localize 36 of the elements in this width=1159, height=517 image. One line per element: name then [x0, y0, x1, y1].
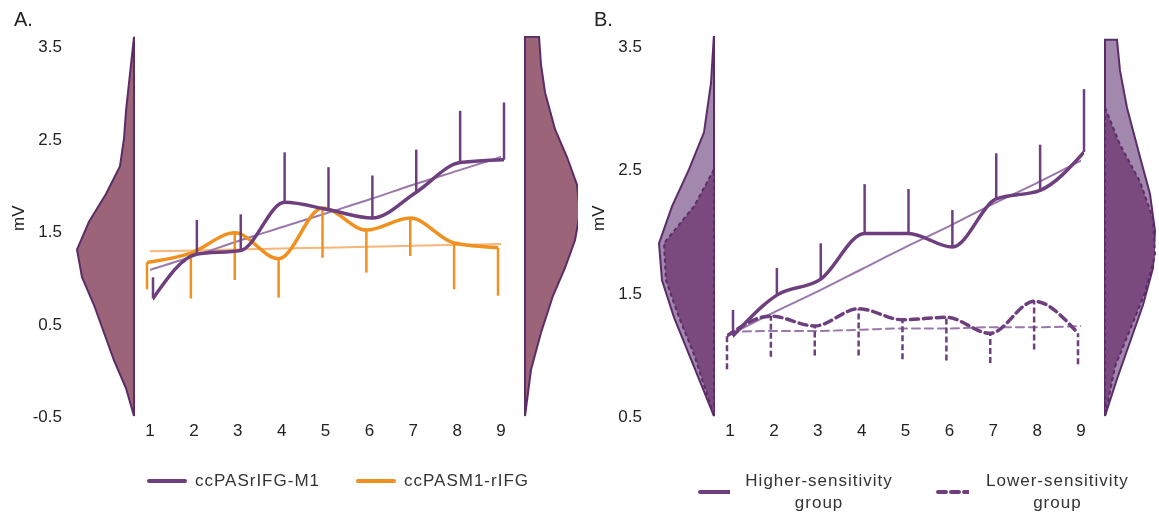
x-tick-label: 3 [233, 421, 243, 441]
x-tick-label: 8 [1032, 421, 1042, 441]
x-tick-label: 3 [813, 421, 823, 441]
x-tick-label: 4 [276, 421, 287, 441]
chart-title: B. [593, 8, 614, 32]
x-tick-label: 5 [320, 421, 331, 441]
y-axis-title: mV [9, 204, 29, 231]
x-tick-label: 5 [900, 421, 911, 441]
x-tick-label: 7 [988, 421, 998, 441]
x-tick-label: 9 [496, 421, 506, 441]
x-tick-label: 6 [364, 421, 375, 441]
chart-title: A. [13, 8, 34, 32]
x-tick-label: 7 [408, 421, 418, 441]
x-tick-label: 8 [452, 421, 462, 441]
y-tick-label: 2.5 [38, 129, 62, 149]
y-tick-label: 3.5 [618, 37, 642, 56]
y-tick-label: 3.5 [38, 37, 62, 56]
line-series [150, 242, 501, 253]
y-tick-label: 1.5 [38, 222, 62, 241]
legend-label: Higher-sensitivity group [744, 470, 894, 514]
y-tick-label: 0.5 [618, 407, 642, 426]
x-tick-label: 2 [189, 421, 199, 441]
x-tick-label: 9 [1076, 421, 1086, 441]
x-tick-label: 1 [725, 421, 735, 441]
y-tick-label: -0.5 [32, 407, 62, 426]
legend-label: ccPASM1-rIFG [404, 470, 530, 492]
x-tick-label: 6 [944, 421, 955, 441]
legend-label: Lower-sensitivity group [985, 470, 1130, 514]
legend-label: ccPASrIFG-M1 [194, 470, 320, 492]
y-tick-label: 1.5 [618, 283, 642, 303]
x-tick-label: 4 [856, 421, 867, 441]
x-tick-label: 1 [145, 421, 155, 441]
y-tick-label: 0.5 [38, 314, 62, 334]
y-tick-label: 2.5 [618, 160, 642, 180]
y-axis-title: mV [589, 204, 609, 231]
x-tick-label: 2 [769, 421, 779, 441]
